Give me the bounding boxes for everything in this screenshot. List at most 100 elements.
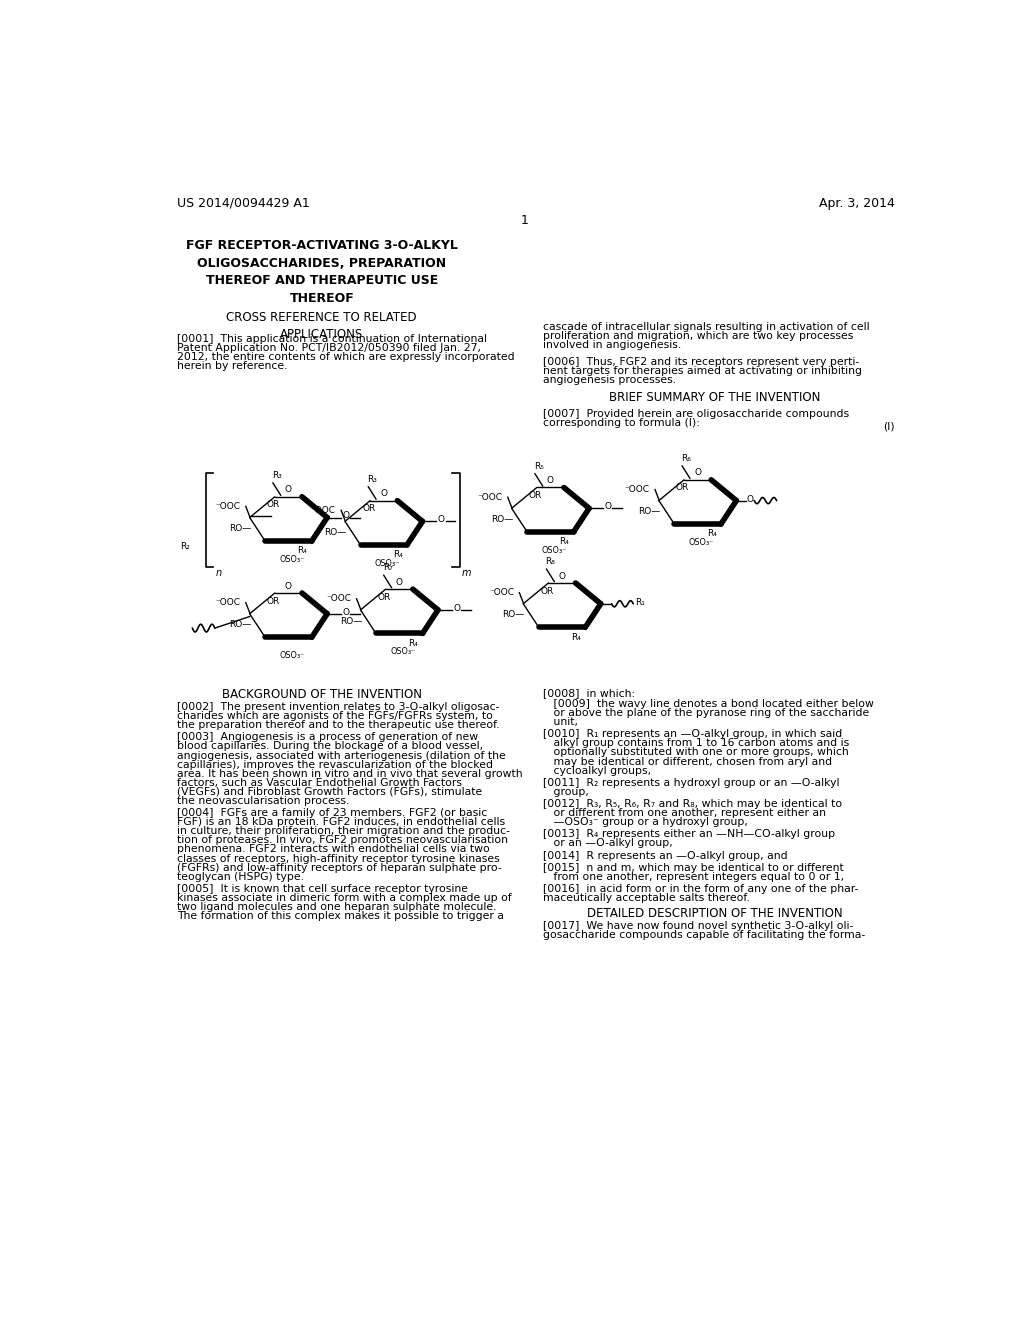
Text: ⁻OOC: ⁻OOC — [625, 484, 649, 494]
Text: O: O — [343, 607, 349, 616]
Text: n: n — [216, 568, 222, 578]
Text: [0012]  R₃, R₅, R₆, R₇ and R₈, which may be identical to: [0012] R₃, R₅, R₆, R₇ and R₈, which may … — [543, 799, 842, 809]
Text: [0013]  R₄ represents either an —NH—CO-alkyl group: [0013] R₄ represents either an —NH—CO-al… — [543, 829, 835, 840]
Text: O: O — [395, 578, 402, 587]
Text: US 2014/0094429 A1: US 2014/0094429 A1 — [177, 197, 309, 210]
Text: [0008]  in which:: [0008] in which: — [543, 688, 635, 698]
Text: O: O — [285, 582, 292, 590]
Text: (I): (I) — [884, 422, 895, 432]
Text: RO—: RO— — [638, 507, 660, 516]
Text: [0011]  R₂ represents a hydroxyl group or an —O-alkyl: [0011] R₂ represents a hydroxyl group or… — [543, 777, 839, 788]
Text: O: O — [558, 572, 565, 581]
Text: unit,: unit, — [543, 717, 578, 727]
Text: from one another, represent integers equal to 0 or 1,: from one another, represent integers equ… — [543, 873, 844, 882]
Text: ⁻OOC: ⁻OOC — [477, 492, 503, 502]
Text: [0007]  Provided herein are oligosaccharide compounds: [0007] Provided herein are oligosacchari… — [543, 409, 849, 418]
Text: 2012, the entire contents of which are expressly incorporated: 2012, the entire contents of which are e… — [177, 352, 514, 362]
Text: or an —O-alkyl group,: or an —O-alkyl group, — [543, 838, 673, 849]
Text: blood capillaries. During the blockage of a blood vessel,: blood capillaries. During the blockage o… — [177, 742, 483, 751]
Text: or above the plane of the pyranose ring of the saccharide: or above the plane of the pyranose ring … — [543, 708, 869, 718]
Text: Patent Application No. PCT/IB2012/050390 filed Jan. 27,: Patent Application No. PCT/IB2012/050390… — [177, 343, 481, 352]
Text: RO—: RO— — [229, 524, 251, 533]
Text: [0010]  R₁ represents an —O-alkyl group, in which said: [0010] R₁ represents an —O-alkyl group, … — [543, 729, 842, 739]
Text: [0001]  This application is a continuation of International: [0001] This application is a continuatio… — [177, 334, 486, 345]
Text: R₄: R₄ — [393, 550, 402, 560]
Text: R₄: R₄ — [571, 632, 581, 642]
Text: two ligand molecules and one heparan sulphate molecule.: two ligand molecules and one heparan sul… — [177, 902, 497, 912]
Text: O: O — [547, 477, 554, 486]
Text: charides which are agonists of the FGFs/FGFRs system, to: charides which are agonists of the FGFs/… — [177, 711, 493, 721]
Text: OSO₃⁻: OSO₃⁻ — [280, 554, 305, 564]
Text: optionally substituted with one or more groups, which: optionally substituted with one or more … — [543, 747, 848, 758]
Text: teoglycan (HSPG) type.: teoglycan (HSPG) type. — [177, 871, 304, 882]
Text: O: O — [694, 469, 701, 478]
Text: R₃: R₃ — [368, 475, 377, 483]
Text: R₂: R₂ — [180, 543, 190, 550]
Text: O: O — [438, 515, 445, 524]
Text: DETAILED DESCRIPTION OF THE INVENTION: DETAILED DESCRIPTION OF THE INVENTION — [587, 907, 843, 920]
Text: group,: group, — [543, 787, 589, 797]
Text: CROSS REFERENCE TO RELATED
APPLICATIONS: CROSS REFERENCE TO RELATED APPLICATIONS — [226, 312, 417, 341]
Text: phenomena. FGF2 interacts with endothelial cells via two: phenomena. FGF2 interacts with endotheli… — [177, 845, 489, 854]
Text: cycloalkyl groups,: cycloalkyl groups, — [543, 766, 650, 776]
Text: OSO₃⁻: OSO₃⁻ — [375, 558, 400, 568]
Text: factors, such as Vascular Endothelial Growth Factors: factors, such as Vascular Endothelial Gr… — [177, 777, 462, 788]
Text: OSO₃⁻: OSO₃⁻ — [280, 651, 305, 660]
Text: classes of receptors, high-affinity receptor tyrosine kinases: classes of receptors, high-affinity rece… — [177, 854, 500, 863]
Text: O: O — [285, 486, 292, 495]
Text: OR: OR — [362, 504, 376, 513]
Text: O: O — [454, 603, 461, 612]
Text: or different from one another, represent either an: or different from one another, represent… — [543, 808, 825, 818]
Text: the neovascularisation process.: the neovascularisation process. — [177, 796, 349, 807]
Text: [0016]  in acid form or in the form of any one of the phar-: [0016] in acid form or in the form of an… — [543, 884, 858, 894]
Text: R₃: R₃ — [271, 471, 282, 479]
Text: (VEGFs) and Fibroblast Growth Factors (FGFs), stimulate: (VEGFs) and Fibroblast Growth Factors (F… — [177, 787, 482, 797]
Text: gosaccharide compounds capable of facilitating the forma-: gosaccharide compounds capable of facili… — [543, 929, 865, 940]
Text: OR: OR — [378, 593, 391, 602]
Text: RO—: RO— — [229, 620, 251, 630]
Text: ⁻OOC: ⁻OOC — [327, 594, 351, 603]
Text: OSO₃⁻: OSO₃⁻ — [542, 545, 567, 554]
Text: (FGFRs) and low-affinity receptors of heparan sulphate pro-: (FGFRs) and low-affinity receptors of he… — [177, 863, 502, 873]
Text: corresponding to formula (I):: corresponding to formula (I): — [543, 417, 699, 428]
Text: The formation of this complex makes it possible to trigger a: The formation of this complex makes it p… — [177, 911, 504, 921]
Text: [0015]  n and m, which may be identical to or different: [0015] n and m, which may be identical t… — [543, 863, 844, 873]
Text: R₁: R₁ — [635, 598, 645, 607]
Text: RO—: RO— — [340, 616, 362, 626]
Text: R₅: R₅ — [534, 462, 544, 470]
Text: maceutically acceptable salts thereof.: maceutically acceptable salts thereof. — [543, 894, 750, 903]
Text: —OSO₃⁻ group or a hydroxyl group,: —OSO₃⁻ group or a hydroxyl group, — [543, 817, 748, 828]
Text: BACKGROUND OF THE INVENTION: BACKGROUND OF THE INVENTION — [222, 688, 422, 701]
Text: proliferation and migration, which are two key processes: proliferation and migration, which are t… — [543, 331, 853, 341]
Text: OR: OR — [266, 597, 280, 606]
Text: kinases associate in dimeric form with a complex made up of: kinases associate in dimeric form with a… — [177, 892, 512, 903]
Text: 1: 1 — [521, 214, 528, 227]
Text: [0002]  The present invention relates to 3-O-alkyl oligosac-: [0002] The present invention relates to … — [177, 702, 500, 711]
Text: [0009]  the wavy line denotes a bond located either below: [0009] the wavy line denotes a bond loca… — [543, 700, 873, 709]
Text: O: O — [746, 495, 754, 503]
Text: O: O — [343, 511, 349, 520]
Text: angiogenesis, associated with arteriogenesis (dilation of the: angiogenesis, associated with arteriogen… — [177, 751, 506, 760]
Text: R₈: R₈ — [546, 557, 555, 566]
Text: OR: OR — [541, 586, 554, 595]
Text: [0003]  Angiogenesis is a process of generation of new: [0003] Angiogenesis is a process of gene… — [177, 733, 478, 742]
Text: O: O — [604, 502, 611, 511]
Text: ⁻OOC: ⁻OOC — [215, 502, 241, 511]
Text: involved in angiogenesis.: involved in angiogenesis. — [543, 339, 681, 350]
Text: angiogenesis processes.: angiogenesis processes. — [543, 375, 676, 385]
Text: OR: OR — [266, 500, 280, 510]
Text: R₄: R₄ — [409, 639, 418, 648]
Text: FGF) is an 18 kDa protein. FGF2 induces, in endothelial cells: FGF) is an 18 kDa protein. FGF2 induces,… — [177, 817, 505, 828]
Text: ⁻OOC: ⁻OOC — [310, 506, 336, 515]
Text: tion of proteases. In vivo, FGF2 promotes neovascularisation: tion of proteases. In vivo, FGF2 promote… — [177, 836, 508, 845]
Text: R₄: R₄ — [559, 537, 569, 546]
Text: nent targets for therapies aimed at activating or inhibiting: nent targets for therapies aimed at acti… — [543, 366, 861, 376]
Text: O: O — [380, 490, 387, 498]
Text: BRIEF SUMMARY OF THE INVENTION: BRIEF SUMMARY OF THE INVENTION — [609, 391, 820, 404]
Text: cascade of intracellular signals resulting in activation of cell: cascade of intracellular signals resulti… — [543, 322, 869, 331]
Text: OR: OR — [528, 491, 542, 500]
Text: [0014]  R represents an —O-alkyl group, and: [0014] R represents an —O-alkyl group, a… — [543, 850, 787, 861]
Text: may be identical or different, chosen from aryl and: may be identical or different, chosen fr… — [543, 756, 831, 767]
Text: [0004]  FGFs are a family of 23 members. FGF2 (or basic: [0004] FGFs are a family of 23 members. … — [177, 808, 487, 818]
Text: R₇: R₇ — [383, 564, 392, 572]
